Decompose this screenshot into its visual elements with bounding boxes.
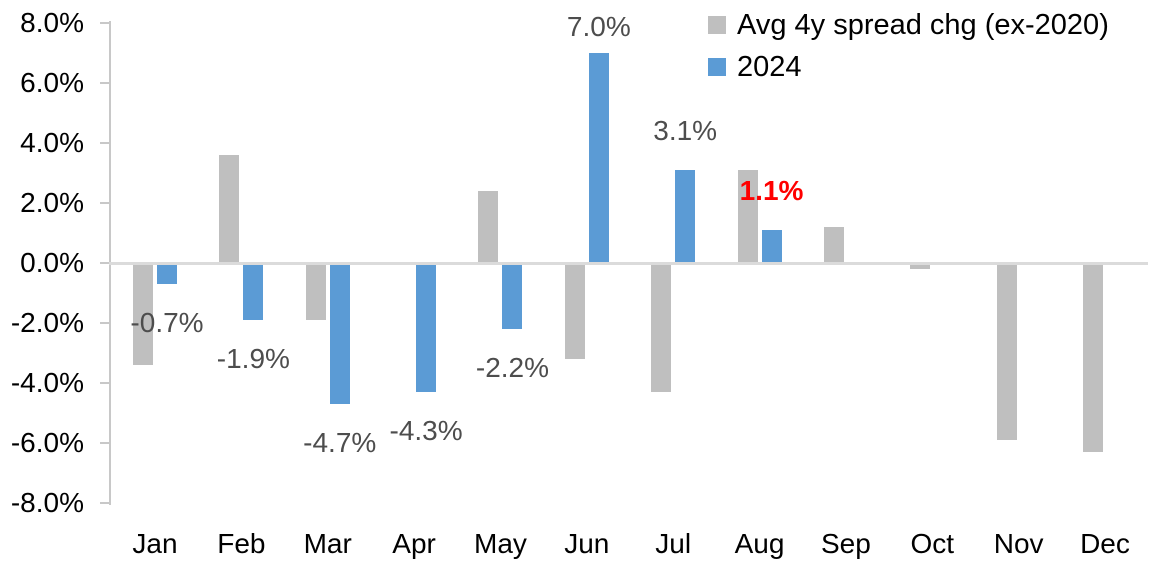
bar-2024-apr — [416, 263, 437, 392]
legend: Avg 4y spread chg (ex-2020) 2024 — [708, 8, 1109, 92]
bar-2024-mar — [329, 263, 350, 404]
data-label-feb: -1.9% — [216, 343, 290, 374]
bar-avg-4y-spread-chg-ex-2020-dec — [1082, 263, 1103, 452]
bar-2024-feb — [243, 263, 264, 320]
x-axis-label-oct: Oct — [910, 528, 955, 559]
y-axis-tick-mark — [100, 502, 111, 504]
y-axis-tick-label: -6.0% — [10, 427, 84, 458]
bar-avg-4y-spread-chg-ex-2020-sep — [823, 227, 844, 263]
legend-label: 2024 — [737, 50, 802, 83]
data-label-jan: -0.7% — [130, 307, 204, 338]
zero-axis-line — [109, 262, 1148, 265]
bar-avg-4y-spread-chg-ex-2020-mar — [305, 263, 326, 320]
x-axis-label-jun: Jun — [564, 528, 610, 559]
bar-2024-jun — [588, 53, 609, 263]
x-axis-label-nov: Nov — [993, 528, 1044, 559]
x-axis-label-feb: Feb — [217, 528, 266, 559]
legend-swatch-icon — [708, 16, 726, 34]
y-axis-tick-mark — [100, 202, 111, 204]
x-axis-label-aug: Aug — [734, 528, 785, 559]
y-axis-tick-label: -8.0% — [10, 487, 84, 518]
y-axis-tick-label: 0.0% — [20, 247, 84, 278]
y-axis-tick-mark — [100, 382, 111, 384]
bar-avg-4y-spread-chg-ex-2020-oct — [910, 263, 931, 269]
x-axis-label-mar: Mar — [303, 528, 352, 559]
y-axis-tick-mark — [100, 442, 111, 444]
y-axis-tick-mark — [100, 82, 111, 84]
y-axis-tick-label: -2.0% — [10, 307, 84, 338]
data-label-apr: -4.3% — [389, 415, 463, 446]
x-axis-label-apr: Apr — [392, 528, 436, 559]
y-axis-tick-mark — [100, 262, 111, 264]
bar-2024-may — [502, 263, 523, 329]
y-axis-tick-label: -4.0% — [10, 367, 84, 398]
bar-avg-4y-spread-chg-ex-2020-jul — [651, 263, 672, 392]
y-axis-tick-mark — [100, 22, 111, 24]
data-label-may: -2.2% — [475, 352, 550, 383]
y-axis-tick-label: 6.0% — [20, 67, 84, 98]
data-label-mar: -4.7% — [303, 427, 377, 458]
legend-swatch-icon — [708, 58, 726, 76]
data-label-jun: 7.0% — [566, 11, 631, 42]
bar-avg-4y-spread-chg-ex-2020-feb — [219, 155, 240, 263]
data-label-aug: 1.1% — [739, 175, 804, 206]
legend-entry-avg-4y-spread-chg-ex-2020: Avg 4y spread chg (ex-2020) — [708, 8, 1109, 42]
bar-avg-4y-spread-chg-ex-2020-may — [478, 191, 499, 263]
data-label-jul: 3.1% — [653, 115, 718, 146]
y-axis-tick-label: 2.0% — [20, 187, 84, 218]
bar-2024-jul — [675, 170, 696, 263]
bar-avg-4y-spread-chg-ex-2020-jan — [133, 263, 153, 365]
bar-2024-aug — [761, 230, 782, 263]
y-axis-tick-label: 8.0% — [20, 7, 84, 38]
x-axis-label-sep: Sep — [820, 528, 871, 559]
x-axis-label-may: May — [474, 528, 527, 559]
legend-entry-2024: 2024 — [708, 50, 1109, 84]
y-axis-tick-mark — [100, 322, 111, 324]
legend-label: Avg 4y spread chg (ex-2020) — [737, 8, 1109, 41]
y-axis-tick-mark — [100, 142, 111, 144]
bar-2024-jan — [157, 263, 177, 284]
x-axis-label-jul: Jul — [655, 528, 692, 559]
x-axis-label-jan: Jan — [132, 528, 178, 559]
bar-avg-4y-spread-chg-ex-2020-aug — [737, 170, 758, 263]
bar-avg-4y-spread-chg-ex-2020-jun — [564, 263, 585, 359]
bar-avg-4y-spread-chg-ex-2020-nov — [996, 263, 1017, 440]
y-axis-tick-label: 4.0% — [20, 127, 84, 158]
x-axis-label-dec: Dec — [1080, 528, 1130, 559]
